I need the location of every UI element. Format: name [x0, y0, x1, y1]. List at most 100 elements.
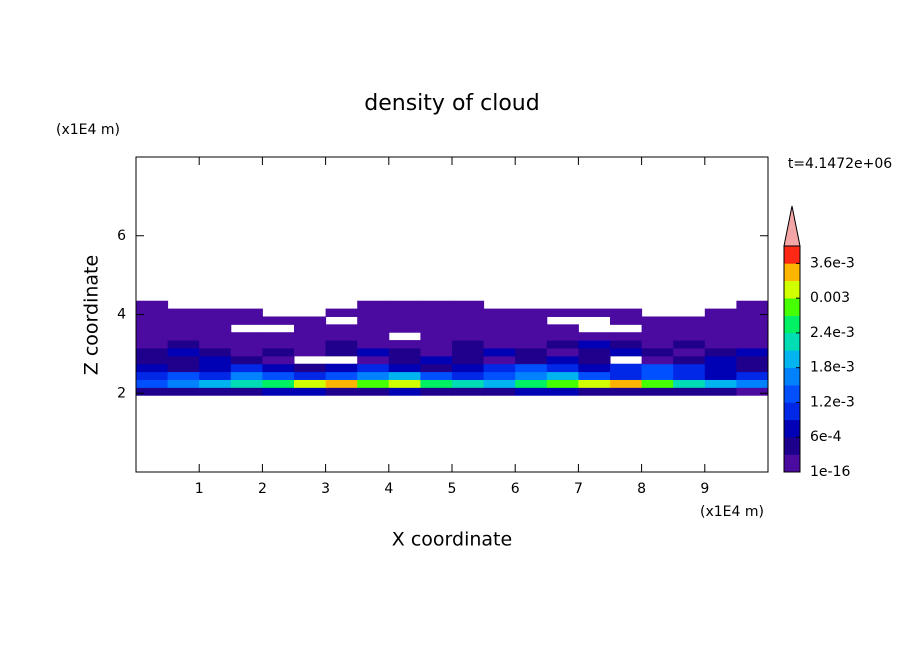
contour-cell [294, 387, 327, 396]
colorbar-band [784, 437, 800, 455]
contour-cell [357, 347, 390, 357]
contour-cell [357, 363, 390, 373]
contour-cell [673, 363, 706, 373]
contour-cell [357, 308, 390, 317]
x-axis-label: X coordinate [392, 529, 512, 551]
contour-cell [262, 387, 295, 396]
contour-cell [230, 316, 263, 325]
x-tick-label: 3 [321, 481, 330, 497]
contour-cell [420, 379, 453, 388]
contour-cell [736, 355, 769, 365]
contour-cell [230, 308, 263, 317]
contour-cell [388, 316, 421, 325]
colorbar-band [784, 385, 800, 403]
contour-cell [546, 355, 579, 365]
contour-cell [420, 308, 453, 317]
contour-cell [673, 332, 706, 341]
colorbar-tick-label: 1.8e-3 [810, 360, 855, 376]
contour-cell [483, 324, 516, 333]
contour-cell [230, 340, 263, 349]
contour-cell [420, 300, 453, 310]
contour-cell [325, 332, 358, 341]
contour-cell [736, 324, 769, 333]
contour-cell [515, 340, 548, 349]
contour-cell [610, 332, 643, 341]
contour-cell [420, 387, 453, 396]
contour-cell [230, 347, 263, 357]
colorbar-band [784, 315, 800, 334]
contour-cell [515, 363, 548, 373]
contour-cell [230, 355, 263, 365]
colorbar-band [784, 350, 800, 368]
contour-cell [420, 363, 453, 373]
contour-cell [610, 340, 643, 349]
contour-cell [420, 347, 453, 357]
contour-cell [610, 379, 643, 388]
contour-cell [515, 387, 548, 396]
contour-cell [388, 371, 421, 380]
contour-cell [167, 387, 200, 396]
contour-cell [262, 332, 295, 341]
contour-cell [483, 371, 516, 380]
contour-cell [578, 387, 611, 396]
colorbar-band [784, 246, 800, 264]
contour-cell [294, 363, 327, 373]
contour-cell [673, 347, 706, 357]
contour-cell [325, 379, 358, 388]
contour-cell [610, 316, 643, 325]
contour-cell [515, 371, 548, 380]
contour-cell [325, 324, 358, 333]
contour-cell [136, 355, 169, 365]
contour-cell [294, 340, 327, 349]
contour-cell [230, 371, 263, 380]
contour-cell [546, 387, 579, 396]
contour-cell [704, 387, 737, 396]
contour-cell [167, 355, 200, 365]
contour-cell [167, 363, 200, 373]
contour-cell [641, 332, 674, 341]
contour-cell [357, 332, 390, 341]
contour-cell [420, 340, 453, 349]
contour-cell [199, 308, 232, 317]
contour-cell [167, 332, 200, 341]
contour-cell [704, 347, 737, 357]
contour-cell [230, 379, 263, 388]
x-tick-label: 2 [258, 481, 267, 497]
contour-cell [673, 387, 706, 396]
contour-cell [357, 387, 390, 396]
contour-cell [546, 363, 579, 373]
contour-cell [136, 363, 169, 373]
contour-cell [294, 371, 327, 380]
contour-cell [736, 363, 769, 373]
colorbar-tick-label: 0.003 [810, 290, 850, 306]
contour-cell [515, 355, 548, 365]
contour-cell [199, 332, 232, 341]
contour-cell [167, 371, 200, 380]
contour-cell [420, 316, 453, 325]
contour-cell [641, 355, 674, 365]
contour-cell [357, 355, 390, 365]
annotation: t=4.1472e+06 [788, 156, 892, 172]
colorbar-band [784, 332, 800, 351]
contour-cell [452, 332, 485, 341]
x-tick-label: 8 [637, 481, 646, 497]
contour-cell [610, 387, 643, 396]
contour-cell [515, 324, 548, 333]
contour-cell [262, 340, 295, 349]
contour-cell [546, 308, 579, 317]
contour-cell [483, 308, 516, 317]
contour-cell [167, 324, 200, 333]
contour-cell [199, 340, 232, 349]
y-tick-label: 4 [117, 307, 126, 323]
contour-cell [262, 347, 295, 357]
contour-cell [736, 308, 769, 317]
contour-cell [199, 316, 232, 325]
colorbar-band [784, 454, 800, 473]
y-tick-label: 6 [117, 228, 126, 244]
contour-cell [546, 347, 579, 357]
contour-cell [736, 347, 769, 357]
contour-cell [452, 371, 485, 380]
contour-cell [578, 355, 611, 365]
contour-cell [357, 300, 390, 310]
